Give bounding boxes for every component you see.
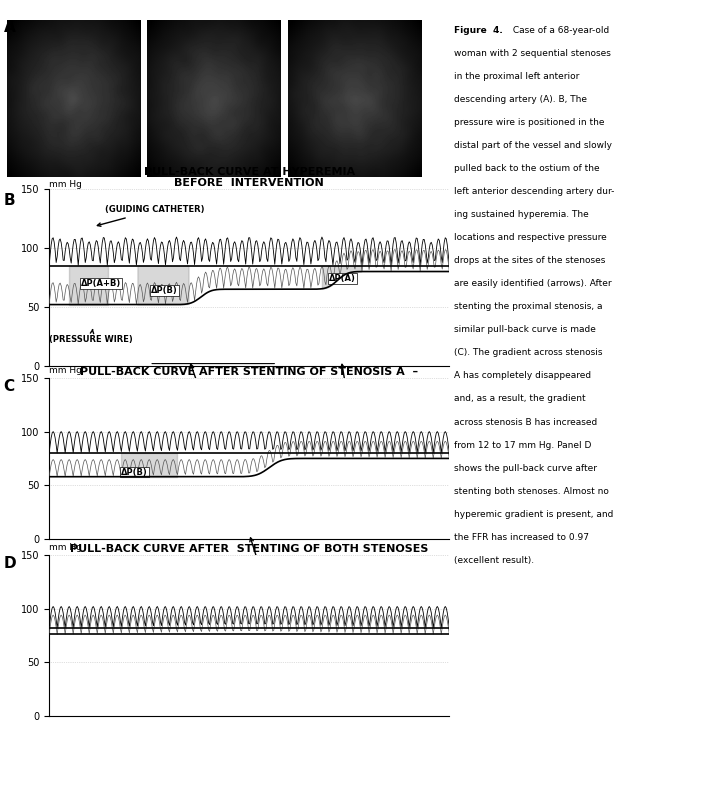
Text: ΔP(B): ΔP(B)	[151, 286, 178, 295]
Text: ing sustained hyperemia. The: ing sustained hyperemia. The	[454, 210, 589, 220]
Text: A: A	[4, 20, 15, 35]
Text: (GUIDING CATHETER): (GUIDING CATHETER)	[98, 205, 205, 227]
Text: ΔP(A): ΔP(A)	[329, 274, 356, 283]
Text: are easily identified (arrows). After: are easily identified (arrows). After	[454, 279, 612, 288]
Text: ΔP(A+B): ΔP(A+B)	[81, 279, 121, 288]
Text: drops at the sites of the stenoses: drops at the sites of the stenoses	[454, 257, 606, 265]
Text: across stenosis B has increased: across stenosis B has increased	[454, 418, 597, 427]
Text: similar pull-back curve is made: similar pull-back curve is made	[454, 325, 596, 334]
Text: STENOSIS A
(PROXIMAL LESION): STENOSIS A (PROXIMAL LESION)	[297, 364, 399, 409]
Text: woman with 2 sequential stenoses: woman with 2 sequential stenoses	[454, 49, 611, 58]
Text: from 12 to 17 mm Hg. Panel D: from 12 to 17 mm Hg. Panel D	[454, 441, 592, 449]
Text: C: C	[4, 379, 15, 394]
Text: hyperemic gradient is present, and: hyperemic gradient is present, and	[454, 510, 614, 519]
Text: (excellent result).: (excellent result).	[454, 556, 534, 565]
Text: left anterior descending artery dur-: left anterior descending artery dur-	[454, 187, 615, 196]
Text: Figure  4.: Figure 4.	[454, 26, 503, 35]
Text: B: B	[4, 193, 15, 208]
Text: Case of a 68-year-old: Case of a 68-year-old	[510, 26, 609, 35]
Text: pressure wire is positioned in the: pressure wire is positioned in the	[454, 118, 605, 127]
Text: in the proximal left anterior: in the proximal left anterior	[454, 72, 580, 81]
Text: (PRESSURE WIRE): (PRESSURE WIRE)	[49, 330, 133, 345]
Text: ΔP(B): ΔP(B)	[121, 467, 148, 477]
Title: PULL-BACK CURVE AFTER  STENTING OF BOTH STENOSES: PULL-BACK CURVE AFTER STENTING OF BOTH S…	[70, 544, 428, 554]
Text: pulled back to the ostium of the: pulled back to the ostium of the	[454, 164, 600, 173]
Text: STENOSIS B: STENOSIS B	[229, 538, 290, 571]
Text: stenting both stenoses. Almost no: stenting both stenoses. Almost no	[454, 486, 609, 496]
Text: distal part of the vessel and slowly: distal part of the vessel and slowly	[454, 141, 612, 150]
Text: D: D	[4, 556, 16, 571]
Text: the FFR has increased to 0.97: the FFR has increased to 0.97	[454, 533, 590, 541]
Text: and, as a result, the gradient: and, as a result, the gradient	[454, 394, 586, 404]
Text: A has completely disappeared: A has completely disappeared	[454, 371, 592, 380]
Text: locations and respective pressure: locations and respective pressure	[454, 233, 607, 242]
Text: mm Hg: mm Hg	[49, 544, 82, 552]
Text: mm Hg: mm Hg	[49, 367, 82, 375]
Text: descending artery (A). B, The: descending artery (A). B, The	[454, 95, 588, 104]
Title: PULL-BACK CURVE AT HYPEREMIA
BEFORE  INTERVENTION: PULL-BACK CURVE AT HYPEREMIA BEFORE INTE…	[144, 167, 355, 188]
Text: (C). The gradient across stenosis: (C). The gradient across stenosis	[454, 349, 603, 357]
Title: PULL-BACK CURVE AFTER STENTING OF STENOSIS A  –: PULL-BACK CURVE AFTER STENTING OF STENOS…	[80, 367, 418, 377]
Text: shows the pull-back curve after: shows the pull-back curve after	[454, 464, 597, 472]
Text: STENOSIS B
(DISTAL LESION): STENOSIS B (DISTAL LESION)	[161, 364, 245, 409]
Text: mm Hg: mm Hg	[49, 180, 82, 189]
Text: stenting the proximal stenosis, a: stenting the proximal stenosis, a	[454, 302, 603, 312]
